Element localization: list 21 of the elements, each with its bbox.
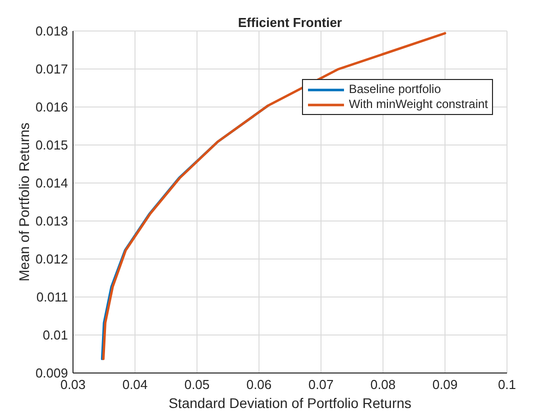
y-tick-label: 0.017	[35, 62, 68, 77]
y-tick-label: 0.014	[35, 176, 68, 191]
y-tick-label: 0.013	[35, 214, 68, 229]
chart-title: Efficient Frontier	[236, 15, 343, 30]
y-tick-label: 0.01	[42, 328, 68, 343]
x-tick-label: 0.08	[370, 377, 396, 392]
x-tick-label: 0.1	[498, 377, 516, 392]
y-tick-label: 0.011	[36, 290, 68, 305]
x-tick-label: 0.09	[432, 377, 458, 392]
x-axis-title: Standard Deviation of Portfolio Returns	[168, 395, 412, 411]
y-tick-label: 0.012	[35, 252, 68, 267]
x-tick-label: 0.07	[308, 377, 334, 392]
y-tick-label: 0.015	[35, 138, 68, 153]
y-axis-title: Mean of Portfolio Returns	[16, 122, 32, 282]
x-tick-label: 0.04	[122, 377, 148, 392]
x-tick-label: 0.06	[246, 377, 272, 392]
legend-label: With minWeight constraint	[348, 97, 488, 112]
y-tick-label: 0.016	[35, 100, 68, 115]
legend-label: Baseline portfolio	[348, 82, 441, 97]
x-tick-label: 0.05	[184, 377, 210, 392]
y-tick-label: 0.018	[35, 24, 68, 39]
